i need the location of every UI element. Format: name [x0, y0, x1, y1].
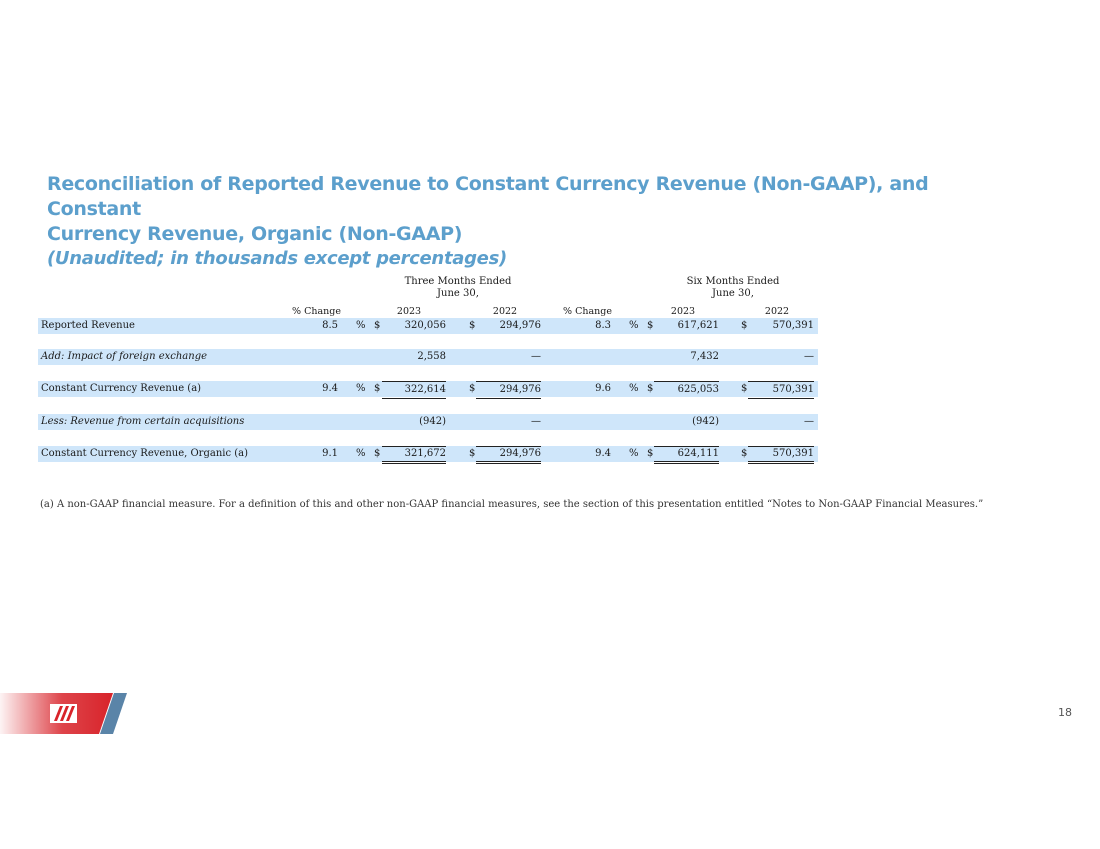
dollar-symbol: $ — [741, 320, 748, 331]
q-2022-cell: 294,976 — [499, 320, 541, 331]
q-pct-cell: 9.1 — [322, 448, 338, 459]
title-line-2: Currency Revenue, Organic (Non-GAAP) — [47, 223, 463, 245]
row-label: Constant Currency Revenue, Organic (a) — [41, 448, 248, 459]
title-line-1: Reconciliation of Reported Revenue to Co… — [47, 173, 929, 220]
slide-title: Reconciliation of Reported Revenue to Co… — [47, 172, 1007, 271]
six-months-sub: June 30, — [712, 288, 754, 299]
percent-symbol: % — [629, 320, 639, 331]
six-months-header: Six Months Ended June 30, — [613, 276, 853, 300]
h-pct-cell: 9.6 — [595, 383, 611, 394]
company-logo — [0, 693, 127, 734]
title-subtitle: (Unaudited; in thousands except percenta… — [47, 248, 507, 269]
dollar-symbol: $ — [374, 383, 381, 394]
three-months-title: Three Months Ended — [404, 276, 512, 287]
dollar-symbol: $ — [469, 383, 476, 394]
dollar-symbol: $ — [647, 320, 654, 331]
dollar-symbol: $ — [647, 448, 654, 459]
q-2022-cell: 294,976 — [476, 381, 541, 399]
q-2023-cell: 320,056 — [404, 320, 446, 331]
q-2022-cell: 294,976 — [476, 446, 541, 464]
q-2023-cell: (942) — [419, 416, 446, 427]
h-pct-cell: 8.3 — [595, 320, 611, 331]
h-2023-cell: 625,053 — [654, 381, 719, 398]
row-label: Add: Impact of foreign exchange — [41, 351, 208, 362]
six-months-title: Six Months Ended — [686, 276, 780, 287]
percent-symbol: % — [629, 383, 639, 394]
dollar-symbol: $ — [374, 448, 381, 459]
table-row: Constant Currency Revenue, Organic (a) 9… — [38, 446, 818, 464]
table-row: Constant Currency Revenue (a) 9.4 % $ 32… — [38, 381, 818, 399]
h-pct-cell: 9.4 — [595, 448, 611, 459]
dollar-symbol: $ — [741, 448, 748, 459]
h-2023-cell: 7,432 — [690, 351, 719, 362]
h-2022-cell: 570,391 — [772, 320, 814, 331]
dollar-symbol: $ — [741, 383, 748, 394]
h-2022-cell: — — [804, 351, 814, 362]
h-2023-cell: 624,111 — [654, 446, 719, 464]
percent-symbol: % — [629, 448, 639, 459]
q-pct-cell: 8.5 — [322, 320, 338, 331]
q-2022-cell: — — [531, 416, 541, 427]
table-row: Reported Revenue 8.5 % $ 320,056 $ 294,9… — [38, 318, 818, 334]
footnote: (a) A non-GAAP financial measure. For a … — [40, 499, 984, 510]
row-label: Reported Revenue — [41, 320, 135, 331]
percent-symbol: % — [356, 383, 366, 394]
q-2023-cell: 322,614 — [382, 381, 446, 399]
dollar-symbol: $ — [469, 448, 476, 459]
q-pct-cell: 9.4 — [322, 383, 338, 394]
h-2023-cell: 617,621 — [677, 320, 719, 331]
row-label: Less: Revenue from certain acquisitions — [41, 416, 245, 427]
page-number: 18 — [1058, 706, 1072, 719]
three-months-header: Three Months Ended June 30, — [338, 276, 578, 300]
table-row: Less: Revenue from certain acquisitions … — [38, 414, 818, 430]
q-2023-cell: 2,558 — [417, 351, 446, 362]
three-months-sub: June 30, — [437, 288, 479, 299]
percent-symbol: % — [356, 320, 366, 331]
table-row: Add: Impact of foreign exchange 2,558 — … — [38, 349, 818, 365]
dollar-symbol: $ — [647, 383, 654, 394]
percent-symbol: % — [356, 448, 366, 459]
h-2022-cell: 570,391 — [748, 446, 814, 464]
q-2022-cell: — — [531, 351, 541, 362]
dollar-symbol: $ — [469, 320, 476, 331]
q-2023-cell: 321,672 — [382, 446, 446, 464]
h-2023-cell: (942) — [692, 416, 719, 427]
h-2022-cell: 570,391 — [748, 381, 814, 399]
dollar-symbol: $ — [374, 320, 381, 331]
h-2022-cell: — — [804, 416, 814, 427]
row-label: Constant Currency Revenue (a) — [41, 383, 202, 394]
